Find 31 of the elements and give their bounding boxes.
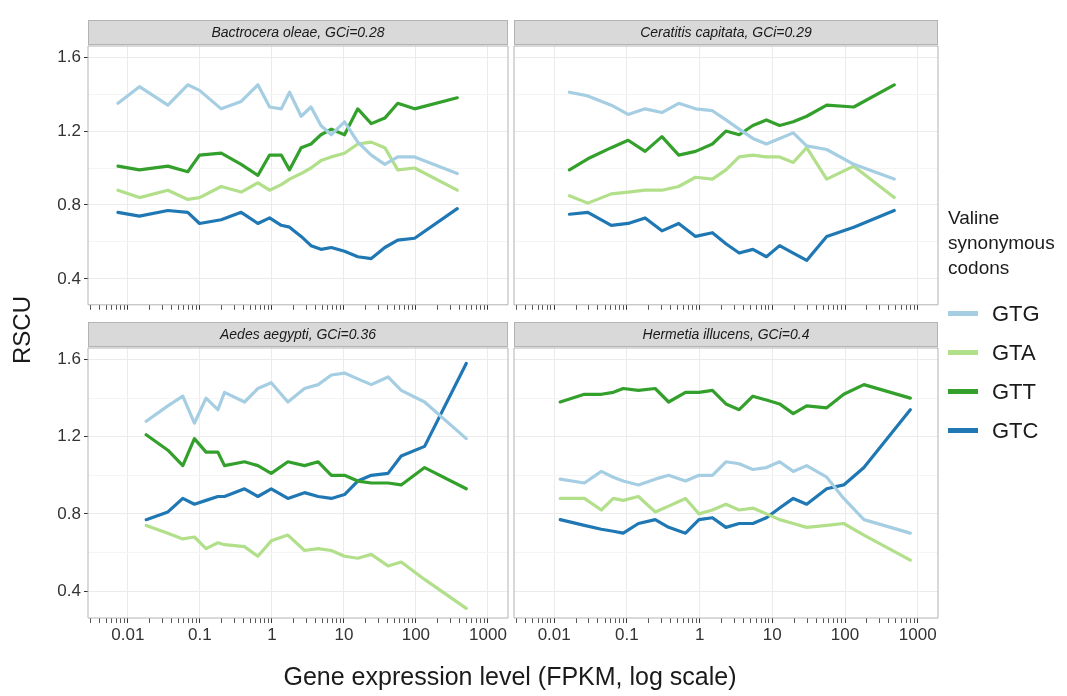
x-tick-label: 10 bbox=[334, 624, 354, 644]
y-tick-label: 0.4 bbox=[57, 268, 81, 288]
y-tick-label: 1.6 bbox=[57, 46, 81, 66]
x-tick-label: 100 bbox=[830, 624, 860, 644]
x-tick-label: 100 bbox=[401, 624, 431, 644]
y-tick-label: 1.2 bbox=[57, 426, 81, 446]
legend-title: Valine synonymous codons bbox=[948, 206, 1056, 280]
x-axis-title: Gene expression level (FPKM, log scale) bbox=[283, 661, 737, 691]
x-tick-label: 0.1 bbox=[615, 624, 639, 644]
chart-title: Ceratitis capitata, GCi=0.29 bbox=[514, 20, 938, 45]
legend-label: GTC bbox=[992, 417, 1039, 444]
x-tick-label: 1000 bbox=[469, 624, 507, 644]
x-tick-label: 1000 bbox=[898, 624, 937, 644]
y-tick-label: 0.4 bbox=[57, 580, 81, 600]
legend-label: GTT bbox=[992, 378, 1036, 405]
y-tick-label: 0.8 bbox=[57, 194, 81, 214]
x-tick-label: 1 bbox=[267, 624, 277, 644]
x-tick-label: 1 bbox=[694, 624, 705, 644]
x-tick-label: 0.01 bbox=[537, 624, 571, 644]
y-tick-label: 1.6 bbox=[57, 349, 81, 369]
chart-title: Bactrocera oleae, GCi=0.28 bbox=[88, 20, 508, 45]
y-axis-title: RSCU bbox=[8, 295, 36, 365]
chart-title: Aedes aegypti, GCi=0.36 bbox=[88, 322, 508, 347]
x-tick-label: 10 bbox=[762, 624, 782, 644]
y-tick-label: 1.2 bbox=[57, 120, 81, 140]
x-tick-label: 0.1 bbox=[188, 624, 212, 644]
y-tick-label: 0.8 bbox=[57, 503, 81, 523]
legend-label: GTA bbox=[992, 339, 1036, 366]
legend-label: GTG bbox=[992, 300, 1040, 327]
x-tick-label: 0.01 bbox=[111, 624, 145, 644]
chart-title: Hermetia illucens, GCi=0.4 bbox=[514, 322, 938, 347]
